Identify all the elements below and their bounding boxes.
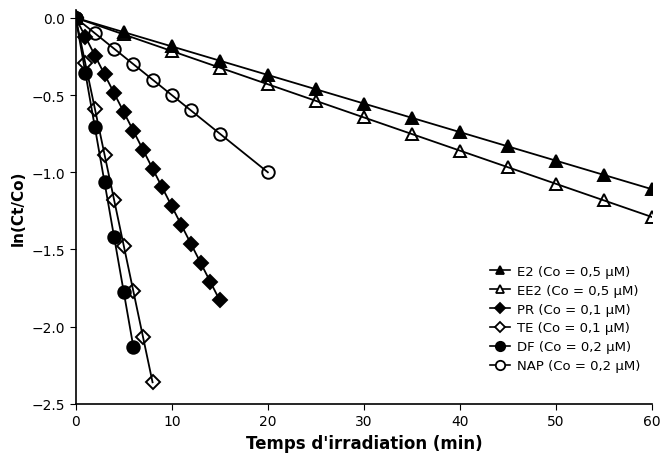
E2 (Co = 0,5 μM) <box>72 16 80 22</box>
NAP (Co = 0,2 μM) <box>129 62 137 68</box>
EE2 (Co = 0,5 μM) <box>360 115 368 121</box>
NAP (Co = 0,2 μM) <box>91 31 99 37</box>
EE2 (Co = 0,5 μM) <box>600 198 608 204</box>
E2 (Co = 0,5 μM) <box>360 101 368 107</box>
Line: EE2 (Co = 0,5 μM): EE2 (Co = 0,5 μM) <box>70 13 658 223</box>
PR (Co = 0,1 μM) <box>196 260 204 266</box>
PR (Co = 0,1 μM) <box>91 54 99 59</box>
PR (Co = 0,1 μM) <box>177 223 185 228</box>
EE2 (Co = 0,5 μM) <box>456 149 464 154</box>
EE2 (Co = 0,5 μM) <box>408 132 416 138</box>
Line: E2 (Co = 0,5 μM): E2 (Co = 0,5 μM) <box>70 13 658 195</box>
E2 (Co = 0,5 μM) <box>504 144 512 150</box>
Line: DF (Co = 0,2 μM): DF (Co = 0,2 μM) <box>69 13 140 353</box>
EE2 (Co = 0,5 μM) <box>168 49 176 55</box>
TE (Co = 0,1 μM) <box>129 289 137 294</box>
TE (Co = 0,1 μM) <box>110 198 118 203</box>
E2 (Co = 0,5 μM) <box>648 187 656 193</box>
E2 (Co = 0,5 μM) <box>600 173 608 178</box>
PR (Co = 0,1 μM) <box>158 185 166 191</box>
E2 (Co = 0,5 μM) <box>168 44 176 50</box>
DF (Co = 0,2 μM) <box>101 180 109 186</box>
TE (Co = 0,1 μM) <box>139 334 147 340</box>
NAP (Co = 0,2 μM) <box>110 47 118 52</box>
DF (Co = 0,2 μM) <box>81 71 89 76</box>
Legend: E2 (Co = 0,5 μM), EE2 (Co = 0,5 μM), PR (Co = 0,1 μM), TE (Co = 0,1 μM), DF (Co : E2 (Co = 0,5 μM), EE2 (Co = 0,5 μM), PR … <box>485 260 646 378</box>
PR (Co = 0,1 μM) <box>149 166 157 172</box>
PR (Co = 0,1 μM) <box>110 91 118 97</box>
PR (Co = 0,1 μM) <box>216 298 224 304</box>
NAP (Co = 0,2 μM) <box>216 131 224 137</box>
E2 (Co = 0,5 μM) <box>552 158 560 164</box>
TE (Co = 0,1 μM) <box>91 107 99 113</box>
EE2 (Co = 0,5 μM) <box>552 181 560 187</box>
DF (Co = 0,2 μM) <box>129 344 137 350</box>
PR (Co = 0,1 μM) <box>206 279 214 285</box>
TE (Co = 0,1 μM) <box>149 380 157 385</box>
PR (Co = 0,1 μM) <box>139 148 147 153</box>
Line: NAP (Co = 0,2 μM): NAP (Co = 0,2 μM) <box>69 13 274 179</box>
PR (Co = 0,1 μM) <box>81 35 89 40</box>
TE (Co = 0,1 μM) <box>72 16 80 22</box>
PR (Co = 0,1 μM) <box>101 72 109 78</box>
DF (Co = 0,2 μM) <box>120 289 128 295</box>
NAP (Co = 0,2 μM) <box>149 78 157 83</box>
PR (Co = 0,1 μM) <box>168 204 176 210</box>
EE2 (Co = 0,5 μM) <box>120 32 128 38</box>
PR (Co = 0,1 μM) <box>72 16 80 22</box>
DF (Co = 0,2 μM) <box>91 125 99 131</box>
E2 (Co = 0,5 μM) <box>408 116 416 121</box>
EE2 (Co = 0,5 μM) <box>648 215 656 220</box>
EE2 (Co = 0,5 μM) <box>264 82 272 88</box>
E2 (Co = 0,5 μM) <box>120 30 128 36</box>
X-axis label: Temps d'irradiation (min): Temps d'irradiation (min) <box>245 434 482 452</box>
NAP (Co = 0,2 μM) <box>72 16 80 22</box>
Y-axis label: ln(Ct/Co): ln(Ct/Co) <box>11 170 26 245</box>
DF (Co = 0,2 μM) <box>72 16 80 22</box>
PR (Co = 0,1 μM) <box>129 129 137 134</box>
TE (Co = 0,1 μM) <box>81 62 89 67</box>
TE (Co = 0,1 μM) <box>101 152 109 158</box>
EE2 (Co = 0,5 μM) <box>312 99 320 104</box>
NAP (Co = 0,2 μM) <box>168 93 176 99</box>
TE (Co = 0,1 μM) <box>120 244 128 249</box>
E2 (Co = 0,5 μM) <box>312 88 320 93</box>
E2 (Co = 0,5 μM) <box>216 59 224 64</box>
PR (Co = 0,1 μM) <box>187 242 195 247</box>
PR (Co = 0,1 μM) <box>120 110 128 116</box>
Line: TE (Co = 0,1 μM): TE (Co = 0,1 μM) <box>71 14 157 388</box>
NAP (Co = 0,2 μM) <box>264 170 272 175</box>
E2 (Co = 0,5 μM) <box>456 130 464 136</box>
DF (Co = 0,2 μM) <box>110 235 118 240</box>
EE2 (Co = 0,5 μM) <box>216 66 224 71</box>
Line: PR (Co = 0,1 μM): PR (Co = 0,1 μM) <box>71 14 224 306</box>
EE2 (Co = 0,5 μM) <box>72 16 80 22</box>
E2 (Co = 0,5 μM) <box>264 73 272 79</box>
EE2 (Co = 0,5 μM) <box>504 165 512 171</box>
NAP (Co = 0,2 μM) <box>187 108 195 114</box>
